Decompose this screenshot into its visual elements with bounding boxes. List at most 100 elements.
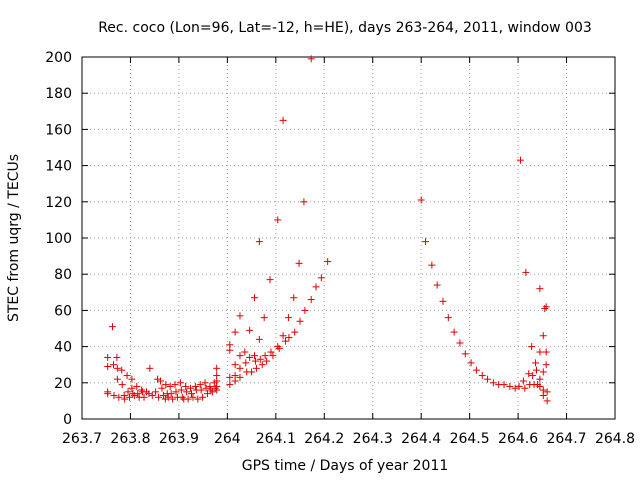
data-point (208, 388, 216, 396)
data-point (182, 382, 190, 390)
data-point (267, 348, 275, 356)
data-point (515, 382, 523, 390)
data-point (511, 384, 519, 392)
data-point (138, 386, 146, 394)
data-point (231, 361, 239, 369)
data-point (113, 375, 121, 383)
data-point (275, 344, 283, 352)
data-point (115, 393, 123, 401)
data-point (133, 382, 141, 390)
data-point (467, 359, 475, 367)
data-point (255, 238, 263, 246)
x-tick-label: 264.4 (401, 431, 441, 447)
data-point (128, 384, 136, 392)
x-tick-label: 264.3 (353, 431, 393, 447)
data-point (301, 306, 309, 314)
data-point (140, 393, 148, 401)
data-point (231, 377, 239, 385)
y-tick-label: 20 (54, 376, 72, 392)
data-point (213, 364, 221, 372)
data-point (291, 328, 299, 336)
data-point (285, 334, 293, 342)
data-point (541, 305, 549, 313)
y-tick-label: 160 (45, 122, 72, 138)
data-point (191, 382, 199, 390)
data-point (532, 359, 540, 367)
data-point (183, 388, 191, 396)
data-point (162, 381, 170, 389)
data-point (260, 314, 268, 322)
x-tick-label: 264.8 (595, 431, 635, 447)
data-point (536, 285, 544, 293)
data-point (246, 326, 254, 334)
data-point (199, 393, 207, 401)
data-point (461, 350, 469, 358)
data-point (539, 332, 547, 340)
data-point (295, 259, 303, 267)
data-point (312, 283, 320, 291)
data-point (172, 388, 180, 396)
data-point (522, 268, 530, 276)
data-point (110, 391, 118, 399)
data-point (255, 335, 263, 343)
data-point (130, 391, 138, 399)
y-tick-label: 60 (54, 303, 72, 319)
data-point (176, 379, 184, 387)
data-point (261, 352, 269, 360)
x-tick-label: 264 (214, 431, 241, 447)
data-point (484, 375, 492, 383)
data-point (456, 339, 464, 347)
data-point (450, 328, 458, 336)
y-tick-label: 100 (45, 231, 72, 247)
data-point (258, 361, 266, 369)
data-point (252, 364, 260, 372)
x-tick-label: 264.2 (304, 431, 344, 447)
data-point (226, 373, 234, 381)
data-point (169, 395, 177, 403)
data-point (194, 395, 202, 403)
data-point (188, 390, 196, 398)
data-point (236, 373, 244, 381)
data-point (178, 393, 186, 401)
data-point (300, 198, 308, 206)
data-point (279, 332, 287, 340)
y-tick-label: 0 (63, 412, 72, 428)
data-point (171, 381, 179, 389)
data-point (250, 352, 258, 360)
data-point (428, 261, 436, 269)
data-point (274, 216, 282, 224)
data-point (519, 377, 527, 385)
data-point (284, 314, 292, 322)
data-point (125, 393, 133, 401)
data-point (118, 381, 126, 389)
data-point (521, 384, 529, 392)
y-tick-label: 140 (45, 159, 72, 175)
data-point (146, 364, 154, 372)
data-point (525, 370, 533, 378)
data-point (159, 391, 167, 399)
data-point (109, 323, 117, 331)
y-tick-label: 180 (45, 86, 72, 102)
data-point (536, 382, 544, 390)
data-point (307, 296, 315, 304)
x-tick-label: 264.7 (546, 431, 586, 447)
data-point (542, 348, 550, 356)
data-point (251, 357, 259, 365)
data-point (189, 393, 197, 401)
data-point (256, 355, 264, 363)
data-point (197, 386, 205, 394)
data-point (517, 156, 525, 164)
data-point (118, 366, 126, 374)
data-point (104, 390, 112, 398)
x-tick-label: 263.7 (62, 431, 102, 447)
data-point (202, 384, 210, 392)
data-point (154, 375, 162, 383)
data-point (282, 337, 290, 345)
data-point (156, 377, 164, 385)
data-point (536, 348, 544, 356)
data-point (203, 390, 211, 398)
data-point (542, 303, 550, 311)
data-point (506, 382, 514, 390)
data-point (201, 379, 209, 387)
data-point (158, 384, 166, 392)
